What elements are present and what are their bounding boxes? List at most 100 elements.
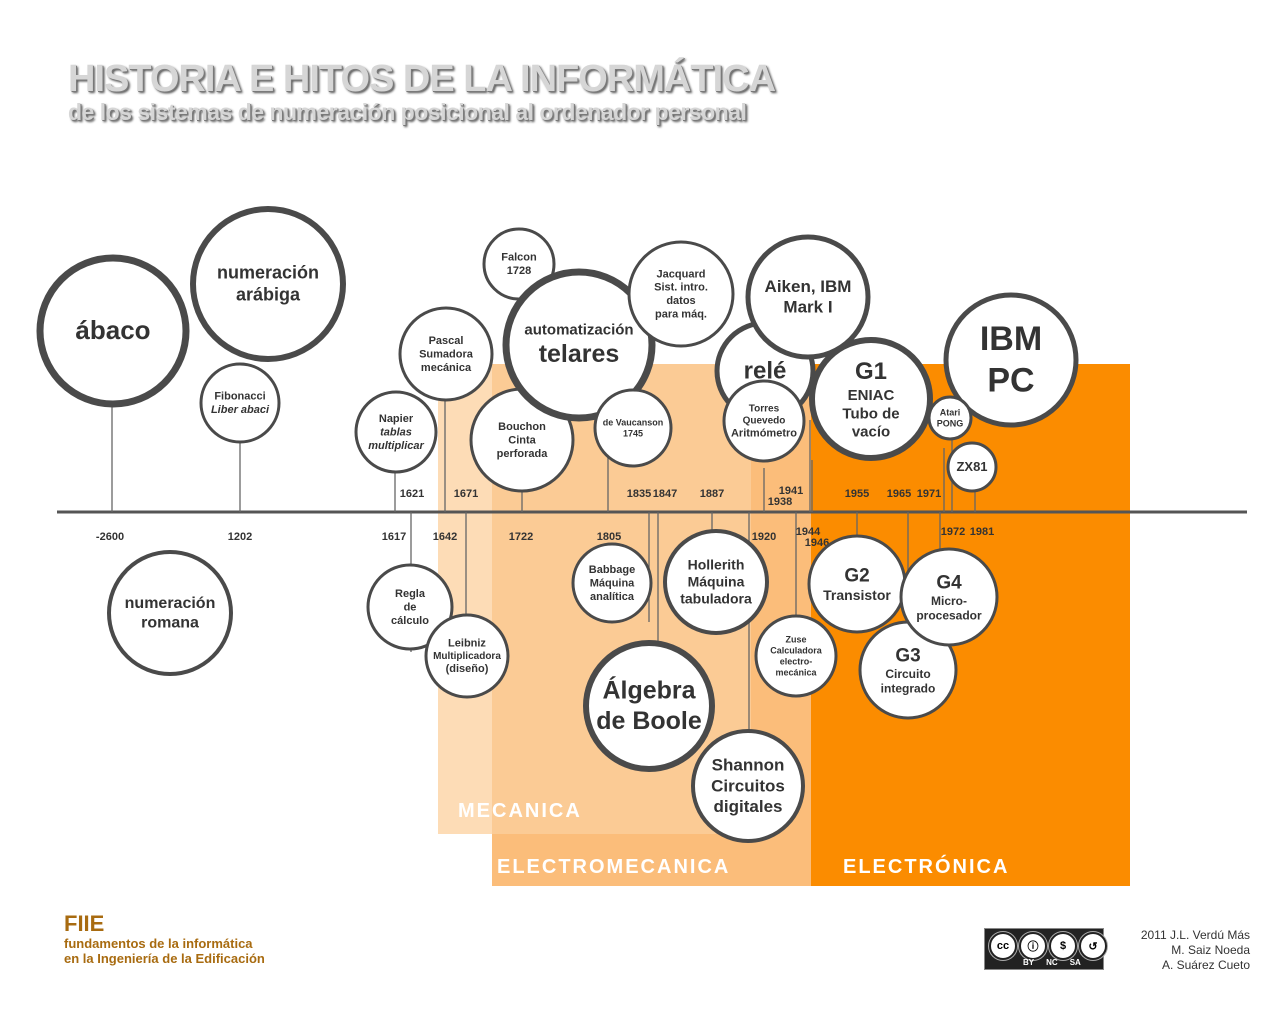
milestone-circle — [366, 563, 454, 651]
era-label-electronica: ELECTRÓNICA — [843, 854, 1009, 878]
year-label: 1617 — [382, 531, 406, 543]
milestone-circle — [502, 268, 656, 422]
milestone-circle — [946, 441, 998, 493]
milestone-text: Jacquard — [657, 268, 706, 280]
milestone-text: automatización — [524, 321, 633, 338]
year-label: 1847 — [653, 488, 677, 500]
year-label: 1202 — [228, 531, 252, 543]
milestone-numeracion-romana: numeración romana — [107, 550, 233, 676]
milestone-circle — [354, 390, 438, 474]
milestone-circle — [809, 337, 933, 461]
milestone-text: Calculadora — [770, 645, 823, 655]
milestone-text: Bouchon — [498, 421, 546, 433]
milestone-text: ábaco — [75, 315, 150, 345]
milestone-abaco: ábaco — [36, 254, 190, 408]
page-title: HISTORIA E HITOS DE LA INFORMÁTICA — [68, 58, 776, 100]
author-line: M. Saiz Noeda — [1171, 943, 1250, 957]
year-label: 1944 — [796, 526, 821, 538]
milestone-text: ZX81 — [956, 459, 987, 474]
milestone-circle — [593, 388, 673, 468]
milestone-text: de Boole — [596, 707, 702, 735]
milestone-text: electro- — [780, 656, 813, 666]
milestone-text: Zuse — [785, 634, 806, 644]
milestone-circle — [899, 547, 999, 647]
milestone-text: Mark I — [783, 298, 832, 317]
milestone-text: Álgebra — [602, 676, 696, 705]
era-label-mecanica: MECANICA — [458, 800, 582, 822]
year-label: 1965 — [887, 488, 911, 500]
milestone-text: Máquina — [688, 573, 745, 589]
milestone-circle — [627, 240, 735, 348]
org-line-2: en la Ingeniería de la Edificación — [64, 951, 265, 966]
milestone-text: Cinta — [508, 434, 536, 446]
milestone-text: Fibonacci — [214, 391, 265, 403]
milestone-circle — [107, 550, 233, 676]
year-label: 1920 — [752, 531, 776, 543]
milestone-circle — [663, 529, 769, 635]
org-block: FIIE fundamentos de la informática en la… — [64, 912, 265, 967]
milestone-circle — [722, 379, 806, 463]
milestone-text: vacío — [852, 424, 890, 441]
milestone-text: (diseño) — [446, 663, 489, 675]
year-label: 1971 — [917, 488, 941, 500]
milestone-text: Sist. intro. — [654, 282, 708, 294]
org-line-1: fundamentos de la informática — [64, 936, 253, 951]
milestone-text: Liber abaci — [211, 404, 270, 416]
year-label: 1671 — [454, 488, 478, 500]
milestone-text: arábiga — [236, 285, 301, 305]
milestone-text: Pascal — [429, 335, 464, 347]
milestone-text: 1745 — [623, 428, 643, 438]
milestone-circle — [691, 729, 805, 843]
milestone-text: tabuladora — [680, 590, 752, 606]
author-line: 2011 J.L. Verdú Más — [1140, 928, 1250, 942]
milestone-text: G3 — [895, 645, 920, 666]
milestone-text: Leibniz — [448, 638, 486, 650]
year-label: 1946 — [805, 537, 829, 549]
era-label-electromecanica: ELECTROMECANICA — [497, 856, 730, 878]
year-label: 1972 — [941, 526, 965, 538]
milestone-text: Hollerith — [688, 556, 745, 572]
milestone-text: Falcon — [501, 252, 537, 264]
milestone-circle — [190, 206, 346, 362]
cc-license-badge[interactable]: cc ⓘ $ ↺ BY NC SA — [984, 928, 1107, 970]
milestone-text: Aritmómetro — [731, 428, 797, 440]
milestone-text: Multiplicadora — [433, 651, 501, 662]
milestone-text: PONG — [937, 418, 964, 428]
milestone-text: de Vaucanson — [603, 417, 664, 427]
milestone-text: 1728 — [507, 265, 531, 277]
milestone-text: Quevedo — [743, 415, 786, 426]
milestone-text: numeración — [125, 595, 216, 612]
milestone-text: integrado — [881, 682, 936, 696]
milestone-text: tablas — [380, 426, 412, 438]
milestone-telares: automatización telares — [502, 268, 656, 422]
milestone-text: G2 — [844, 565, 869, 586]
milestone-text: ENIAC — [848, 387, 895, 404]
page-subtitle: de los sistemas de numeración posicional… — [68, 99, 747, 125]
milestone-circle — [199, 362, 281, 444]
milestone-text: romana — [141, 615, 199, 632]
milestone-text: G4 — [936, 572, 962, 593]
milestone-circle — [583, 640, 715, 772]
milestone-text: PC — [987, 361, 1034, 399]
milestone-text: multiplicar — [368, 440, 424, 452]
milestone-text: Circuitos — [711, 776, 785, 795]
milestone-text: datos — [666, 295, 695, 307]
milestone-text: Torres — [749, 403, 780, 414]
milestone-text: Tubo de — [842, 405, 899, 422]
by-icon: ⓘ — [1019, 932, 1047, 960]
year-label: 1955 — [845, 488, 869, 500]
